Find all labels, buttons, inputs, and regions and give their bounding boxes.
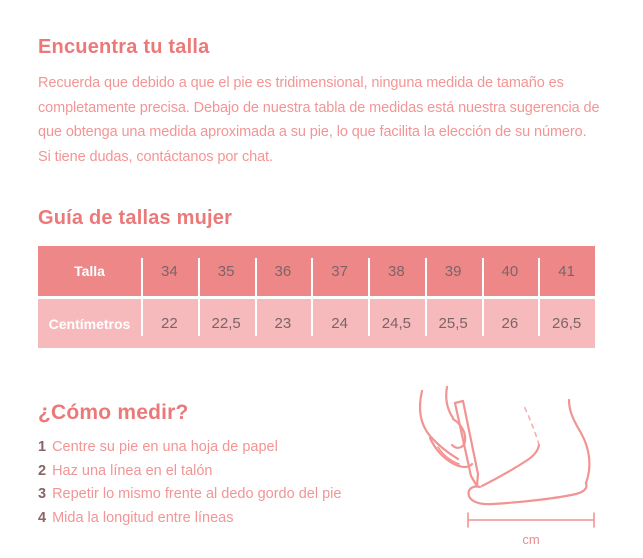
foot-top-line bbox=[480, 443, 541, 488]
cm-cell: 24 bbox=[331, 315, 348, 332]
intro-paragraph-line: Recuerda que debido a que el pie es trid… bbox=[38, 75, 564, 91]
step-text: Haz una línea en el talón bbox=[52, 462, 213, 479]
size-cell: 34 bbox=[161, 262, 178, 280]
find-your-size-title: Encuentra tu talla bbox=[38, 36, 210, 58]
measure-step: 2 Haz una línea en el talón bbox=[38, 460, 341, 484]
intro-paragraph-line: que obtenga una medida aproximada a su p… bbox=[38, 124, 587, 141]
how-to-measure-title: ¿Cómo medir? bbox=[38, 401, 189, 424]
cm-cell: 25,5 bbox=[438, 315, 468, 332]
cm-cell: 24,5 bbox=[381, 315, 411, 332]
row-header-talla: Talla bbox=[74, 263, 105, 279]
foot-pencil-drawing-icon: cm bbox=[419, 385, 595, 547]
pencil-tip bbox=[469, 472, 480, 488]
cm-cell: 26 bbox=[501, 315, 519, 332]
size-cell: 35 bbox=[217, 262, 235, 280]
size-guide-title: Guía de tallas mujer bbox=[38, 207, 233, 229]
intro-paragraph-line: Si tiene dudas, contáctanos por chat. bbox=[38, 148, 273, 165]
size-cell: 36 bbox=[274, 262, 292, 280]
shin-dashed-line bbox=[523, 405, 540, 446]
step-number: 2 bbox=[38, 462, 47, 479]
table-row-centimeters: Centímetros 22 22,5 23 24 24,5 25,5 26 2… bbox=[38, 299, 595, 348]
measure-steps-list: 1 Centre su pie en una hoja de papel 2 Haz… bbox=[38, 436, 341, 530]
pencil-edge bbox=[453, 401, 473, 478]
finger-line bbox=[437, 446, 460, 465]
row-header-centimetros: Centímetros bbox=[48, 315, 131, 332]
hand-outline bbox=[419, 389, 460, 461]
cm-cell: 23 bbox=[274, 315, 292, 332]
step-text: Repetir lo mismo frente al dedo gordo de… bbox=[52, 486, 342, 503]
pencil-edge bbox=[461, 399, 480, 476]
measure-step: 3 Repetir lo mismo frente al dedo gordo d… bbox=[38, 483, 341, 507]
foot-measurement-illustration: cm bbox=[408, 383, 633, 558]
intro-paragraph-line: completamente precisa. Debajo de nuestra… bbox=[38, 99, 600, 116]
intro-paragraph: Recuerda que debido a que el pie es trid… bbox=[38, 71, 600, 169]
table-row-sizes: Talla 34 35 36 37 38 39 40 41 bbox=[38, 246, 595, 296]
size-cell: 39 bbox=[444, 262, 462, 280]
cm-cell: 22,5 bbox=[211, 315, 241, 332]
size-cell: 40 bbox=[501, 262, 519, 280]
size-table: Talla 34 35 36 37 38 39 40 41 Centímetro… bbox=[38, 246, 595, 348]
step-number: 4 bbox=[38, 509, 47, 526]
cm-cell: 22 bbox=[161, 315, 178, 332]
size-cell: 38 bbox=[388, 262, 405, 280]
measure-step: 4 Mida la longitud entre líneas bbox=[38, 507, 341, 531]
step-number: 3 bbox=[38, 486, 47, 503]
step-number: 1 bbox=[38, 439, 47, 455]
foot-sole-line bbox=[467, 481, 588, 506]
step-text: Mida la longitud entre líneas bbox=[52, 509, 234, 526]
step-text: Centre su pie en una hoja de papel bbox=[52, 439, 278, 455]
measure-step: 1 Centre su pie en una hoja de papel bbox=[38, 436, 341, 460]
size-cell: 37 bbox=[331, 262, 348, 280]
size-cell: 41 bbox=[558, 262, 575, 280]
pencil-top bbox=[453, 399, 465, 405]
cm-label: cm bbox=[522, 532, 539, 547]
heel-leg-line bbox=[567, 398, 591, 485]
hand-inner-line bbox=[445, 385, 455, 420]
cm-cell: 26,5 bbox=[552, 315, 582, 332]
